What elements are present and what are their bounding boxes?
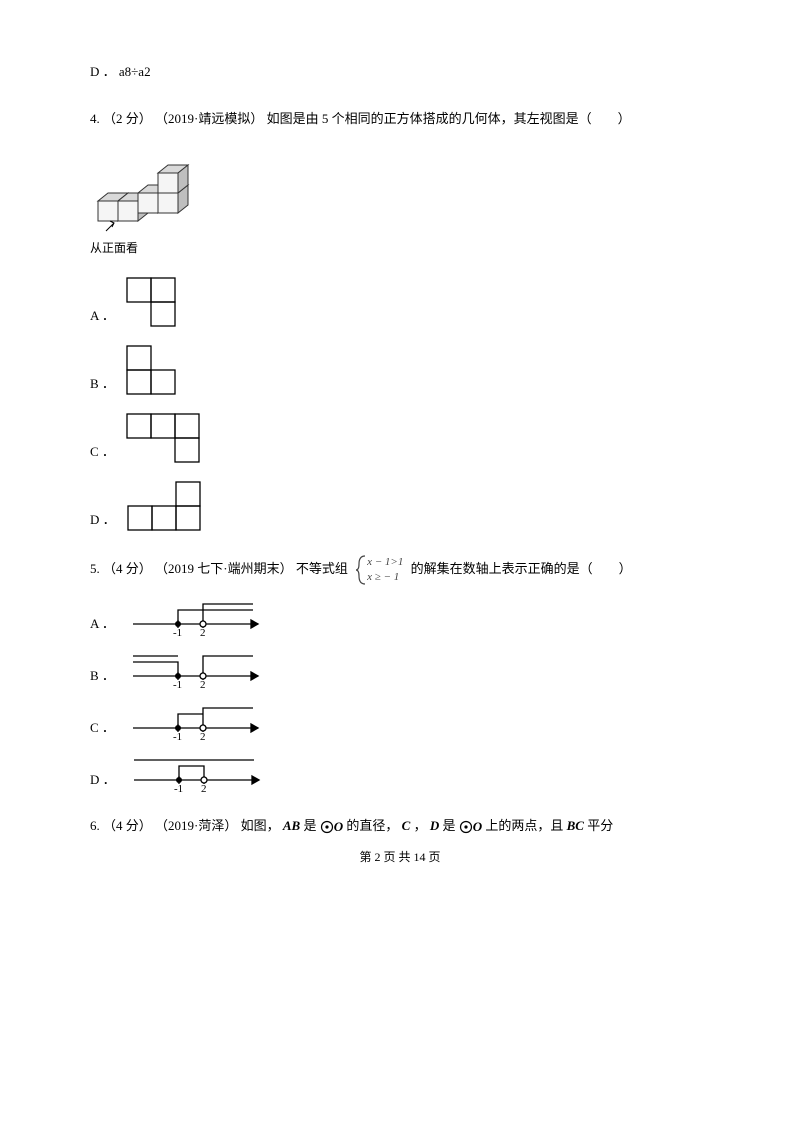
- q6-t4: ，: [414, 818, 430, 833]
- q5-brace-line2: x ≥ − 1: [367, 570, 403, 584]
- q4-text: 如图是由 5 个相同的正方体搭成的几何体，其左视图是（ ）: [267, 111, 631, 126]
- svg-text:2: 2: [200, 731, 206, 742]
- q5-brace-line1: x − 1>1: [367, 555, 403, 569]
- q5-brace: x − 1>1 x ≥ − 1: [355, 554, 403, 586]
- q5-source: （2019 七下·端州期末）: [155, 561, 293, 576]
- numberline-d-icon: -1 2: [124, 754, 274, 794]
- q6-t5: 是: [442, 818, 458, 833]
- page-footer: 第 2 页 共 14 页: [90, 848, 710, 865]
- q6-BC: BC: [567, 818, 584, 833]
- circle-o-2: O: [459, 815, 482, 838]
- q5-points: （4 分）: [103, 561, 152, 576]
- q6-t1: 如图，: [241, 818, 280, 833]
- option-label-c5: C ．: [90, 717, 115, 742]
- cubes-3d-icon: [90, 149, 200, 239]
- svg-text:-1: -1: [174, 783, 183, 794]
- brace-icon: [355, 554, 367, 586]
- grid-icon-b: [123, 342, 203, 398]
- q5-option-b: B ． -1 2: [90, 650, 710, 690]
- grid-icon-a: [123, 274, 203, 330]
- q5-option-c: C ． -1 2: [90, 702, 710, 742]
- svg-text:-1: -1: [173, 679, 182, 690]
- numberline-b-icon: -1 2: [123, 650, 273, 690]
- q6-number: 6.: [90, 818, 100, 833]
- option-label-b: B ．: [90, 373, 115, 398]
- option-label-a: A ．: [90, 305, 115, 330]
- prev-option-d: D ． a8÷a2: [90, 60, 710, 83]
- q6-C: C: [402, 818, 411, 833]
- q5-stem: 5. （4 分） （2019 七下·端州期末） 不等式组 x − 1>1 x ≥…: [90, 554, 710, 586]
- q6-AB: AB: [283, 818, 300, 833]
- q6-t3: 的直径，: [346, 818, 401, 833]
- grid-icon-c: [123, 410, 223, 466]
- q5-number: 5.: [90, 561, 100, 576]
- q4-points: （2 分）: [103, 111, 152, 126]
- q6-t6: 上的两点，且: [485, 818, 566, 833]
- q6-source: （2019·菏泽）: [155, 818, 237, 833]
- q4-option-c: C ．: [90, 410, 710, 466]
- q4-figure-label: 从正面看: [90, 239, 710, 256]
- svg-text:-1: -1: [173, 627, 182, 638]
- q4-option-a: A ．: [90, 274, 710, 330]
- circle-dot-icon: [459, 820, 473, 834]
- svg-text:-1: -1: [173, 731, 182, 742]
- q6-t7: 平分: [587, 818, 613, 833]
- option-label-b5: B ．: [90, 665, 115, 690]
- q4-source: （2019·靖远模拟）: [155, 111, 263, 126]
- grid-icon-d: [124, 478, 224, 534]
- q5-option-a: A ． -1 2: [90, 598, 710, 638]
- q6-D: D: [430, 818, 439, 833]
- q4-option-d: D ．: [90, 478, 710, 534]
- option-label-d: D ．: [90, 509, 116, 534]
- circle-dot-icon: [320, 820, 334, 834]
- option-label-c: C ．: [90, 441, 115, 466]
- q6-t2: 是: [303, 818, 319, 833]
- q6-stem: 6. （4 分） （2019·菏泽） 如图， AB 是 O 的直径， C ， D…: [90, 814, 710, 839]
- svg-text:2: 2: [200, 679, 206, 690]
- circle-o-1: O: [320, 815, 343, 838]
- option-label-a5: A ．: [90, 613, 115, 638]
- q4-number: 4.: [90, 111, 100, 126]
- q5-option-d: D ． -1 2: [90, 754, 710, 794]
- q5-text-prefix: 不等式组: [296, 561, 348, 576]
- q4-option-b: B ．: [90, 342, 710, 398]
- svg-text:2: 2: [200, 627, 206, 638]
- q6-points: （4 分）: [103, 818, 152, 833]
- svg-text:2: 2: [201, 783, 207, 794]
- numberline-a-icon: -1 2: [123, 598, 273, 638]
- q4-stem: 4. （2 分） （2019·靖远模拟） 如图是由 5 个相同的正方体搭成的几何…: [90, 107, 710, 130]
- q5-text-suffix: 的解集在数轴上表示正确的是（ ）: [411, 561, 632, 576]
- numberline-c-icon: -1 2: [123, 702, 273, 742]
- option-label-d5: D ．: [90, 769, 116, 794]
- q4-figure: 从正面看: [90, 149, 710, 256]
